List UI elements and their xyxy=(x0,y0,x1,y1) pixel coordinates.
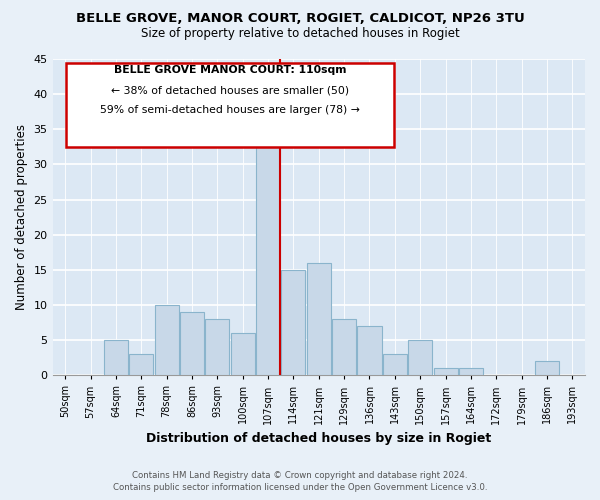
Bar xyxy=(307,263,331,376)
Y-axis label: Number of detached properties: Number of detached properties xyxy=(15,124,28,310)
Text: Contains HM Land Registry data © Crown copyright and database right 2024.: Contains HM Land Registry data © Crown c… xyxy=(132,471,468,480)
Text: Contains public sector information licensed under the Open Government Licence v3: Contains public sector information licen… xyxy=(113,484,487,492)
Bar xyxy=(155,305,179,376)
Bar xyxy=(358,326,382,376)
Bar xyxy=(434,368,458,376)
Bar xyxy=(459,368,483,376)
Bar xyxy=(535,361,559,376)
Text: BELLE GROVE MANOR COURT: 110sqm: BELLE GROVE MANOR COURT: 110sqm xyxy=(114,64,346,74)
Bar xyxy=(281,270,305,376)
Text: 59% of semi-detached houses are larger (78) →: 59% of semi-detached houses are larger (… xyxy=(100,106,360,116)
Text: ← 38% of detached houses are smaller (50): ← 38% of detached houses are smaller (50… xyxy=(111,86,349,96)
FancyBboxPatch shape xyxy=(67,62,394,147)
Bar xyxy=(332,319,356,376)
Bar xyxy=(104,340,128,376)
Bar xyxy=(408,340,432,376)
Bar xyxy=(230,333,255,376)
Text: Size of property relative to detached houses in Rogiet: Size of property relative to detached ho… xyxy=(140,28,460,40)
Bar xyxy=(383,354,407,376)
Text: BELLE GROVE, MANOR COURT, ROGIET, CALDICOT, NP26 3TU: BELLE GROVE, MANOR COURT, ROGIET, CALDIC… xyxy=(76,12,524,26)
Bar xyxy=(256,136,280,376)
Bar xyxy=(180,312,204,376)
Bar xyxy=(129,354,154,376)
Bar xyxy=(205,319,229,376)
X-axis label: Distribution of detached houses by size in Rogiet: Distribution of detached houses by size … xyxy=(146,432,491,445)
